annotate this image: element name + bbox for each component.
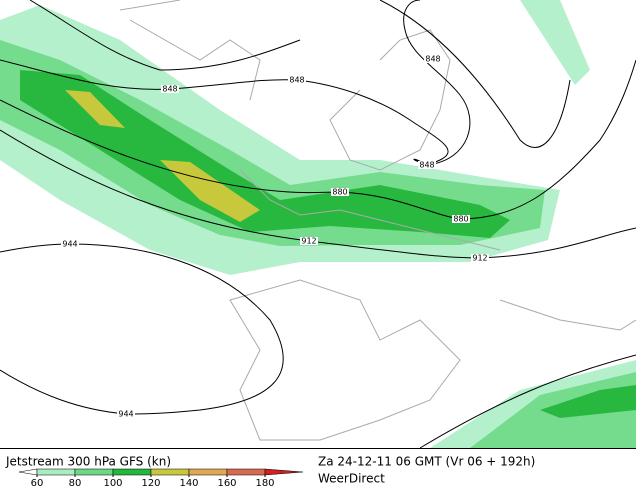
contour-label-bg — [300, 237, 318, 245]
contour-label: 848 — [425, 55, 440, 64]
legend-swatch — [112, 468, 152, 476]
legend-tick-label: 60 — [31, 478, 44, 489]
brand: WeerDirect — [318, 472, 385, 486]
contour-label-bg — [424, 55, 442, 63]
contour-label-bg — [331, 188, 349, 196]
legend-tick-label: 180 — [255, 478, 274, 489]
contour-label: 944 — [62, 240, 77, 249]
contour-label-bg — [161, 85, 179, 93]
contour-label: 848 — [162, 85, 177, 94]
legend-tick-label: 80 — [69, 478, 82, 489]
contour-label-bg — [418, 161, 436, 169]
footer — [0, 448, 636, 489]
legend-swatch — [74, 468, 114, 476]
valid-time: Za 24-12-11 06 GMT (Vr 06 + 192h) — [318, 455, 535, 469]
legend-tick-label: 140 — [179, 478, 198, 489]
map-title: Jetstream 300 hPa GFS (kn) — [5, 455, 171, 469]
contour-label: 848 — [289, 76, 304, 85]
legend-tick-label: 120 — [141, 478, 160, 489]
legend-arrow-right — [264, 468, 304, 476]
contour-label-bg — [471, 254, 489, 262]
legend-swatch — [188, 468, 228, 476]
contour-label: 944 — [118, 410, 133, 419]
contour-label: 880 — [453, 215, 468, 224]
legend-swatch — [36, 468, 76, 476]
jet-band-core — [540, 385, 636, 418]
jet-band-core — [20, 70, 510, 238]
contour-label: 880 — [332, 188, 347, 197]
coastlines — [119, 0, 636, 441]
legend-tick-label: 100 — [103, 478, 122, 489]
legend-swatch — [150, 468, 190, 476]
legend-swatch — [226, 468, 266, 476]
contour-label-bg — [452, 215, 470, 223]
contour-label-bg — [117, 410, 135, 418]
contour-label: 912 — [301, 237, 316, 246]
jet-band-max — [65, 90, 260, 222]
contour-label: 848 — [419, 161, 434, 170]
legend-tick-label: 160 — [217, 478, 236, 489]
contour-label-bg — [288, 76, 306, 84]
contour-label-bg — [61, 240, 79, 248]
contour-label: 912 — [472, 254, 487, 263]
